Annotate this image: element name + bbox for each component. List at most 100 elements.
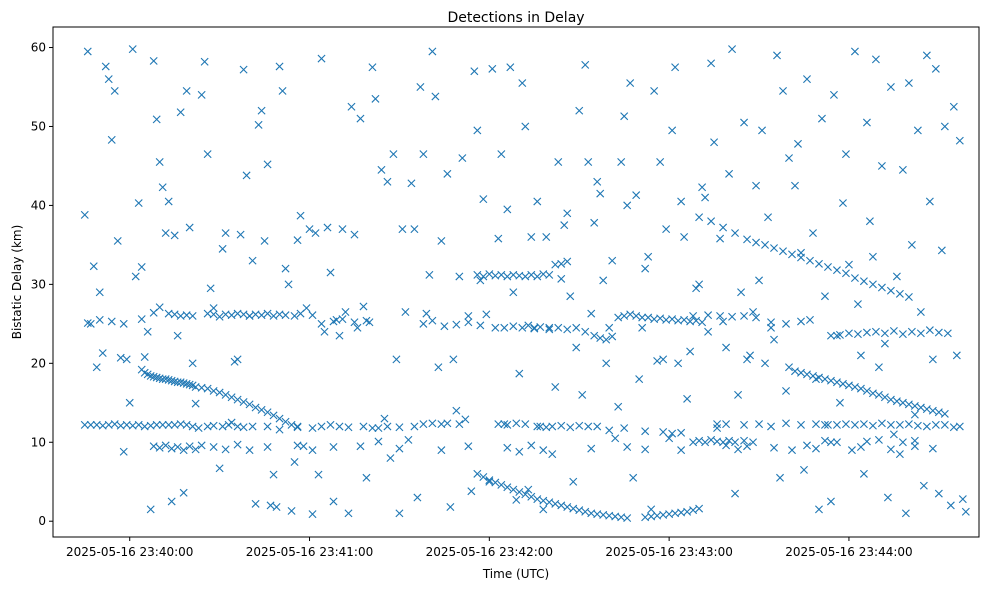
data-point [832,378,841,387]
data-point [479,473,488,481]
data-point [344,423,353,432]
data-point [907,240,916,249]
data-point [791,367,799,376]
data-point [805,256,814,265]
data-point [80,420,89,429]
data-point [740,311,749,320]
data-point [263,422,272,431]
data-point [164,420,173,429]
data-point [185,223,194,232]
data-point [758,126,767,135]
data-point [311,229,320,238]
data-point [134,199,143,208]
data-point [242,171,251,180]
data-point [119,319,128,328]
data-point [281,417,290,426]
data-point [494,420,503,429]
data-point [392,355,401,364]
data-point [874,390,883,399]
data-point [701,193,710,202]
data-point [359,422,368,431]
data-point [503,483,512,492]
data-point [395,444,404,453]
data-point [374,424,383,433]
data-point [776,473,785,482]
data-point [509,322,518,331]
data-point [868,421,877,430]
data-point [110,420,119,429]
data-point [820,436,829,445]
data-point [233,440,242,449]
data-point [110,86,119,95]
data-point [500,323,509,332]
data-point [838,199,847,208]
data-point [554,158,563,166]
data-point [146,371,155,380]
data-point [668,429,677,438]
data-point [620,112,629,121]
data-point [248,256,257,265]
data-point [898,398,907,407]
x-axis: 2025-05-16 23:40:00 2025-05-16 23:41:00 20… [66,537,913,559]
data-point [425,270,434,279]
data-point [539,446,548,455]
data-point [632,311,641,320]
data-point [874,363,883,372]
data-point [398,225,407,234]
data-point [916,308,925,316]
data-point [545,270,554,279]
data-point [770,443,779,452]
data-point [668,126,677,135]
data-point [356,114,365,123]
data-point [829,90,838,99]
data-point [593,422,602,431]
data-point [176,378,185,387]
data-point [940,420,949,429]
data-point [86,319,95,328]
data-point [395,423,404,432]
data-point [874,435,883,444]
data-point [886,395,895,404]
data-point [278,86,287,95]
data-point [170,310,179,319]
data-point [101,62,110,71]
data-point [503,420,512,429]
data-point [955,422,964,431]
data-point [308,424,317,433]
data-point [152,115,161,124]
data-point [749,308,758,316]
data-point [137,315,146,324]
data-point [734,445,743,454]
data-point [332,315,341,324]
data-point [227,393,236,402]
data-point [554,323,563,332]
data-point [952,351,961,360]
data-point [518,323,527,332]
data-point [802,75,811,84]
data-point [880,329,889,338]
data-point [904,293,913,301]
data-point [122,355,131,364]
data-point [665,434,674,443]
data-point [497,150,506,159]
data-point [826,438,835,447]
data-point [940,122,949,131]
data-point [545,498,554,507]
data-point [767,323,776,332]
data-point [155,158,164,166]
data-point [638,313,647,322]
data-point [677,428,686,437]
data-point [895,289,904,298]
data-point [904,79,913,88]
data-point [275,62,284,71]
data-point [916,403,925,412]
data-point [377,165,386,174]
data-point [916,329,925,338]
data-point [383,177,392,186]
data-point [940,409,949,418]
data-point [707,435,716,444]
data-point [563,209,572,218]
data-point [158,183,167,192]
data-point [317,319,326,328]
data-point [383,422,392,431]
